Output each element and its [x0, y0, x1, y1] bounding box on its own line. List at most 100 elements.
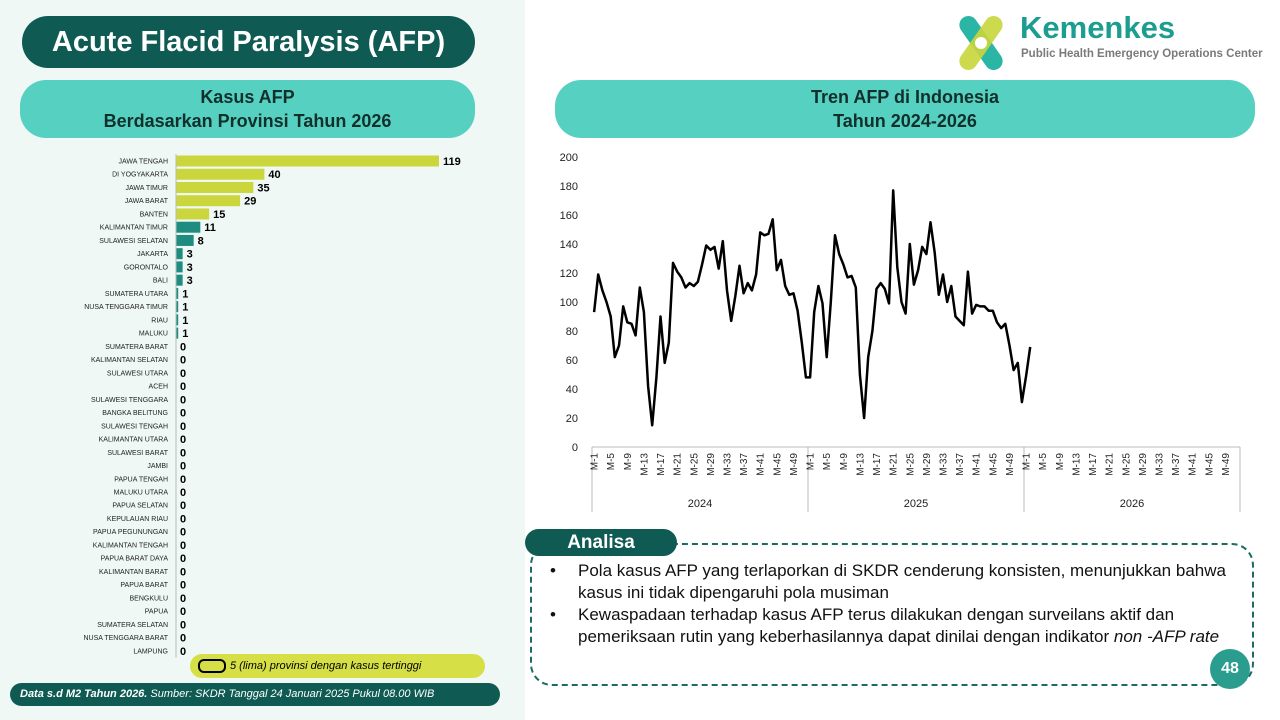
x-tick-label: M-9: [623, 453, 634, 471]
x-tick-label: M-1: [590, 453, 601, 471]
note-text: 5 (lima) provinsi dengan kasus tertinggi: [230, 660, 422, 672]
group-label: 2024: [688, 498, 712, 510]
y-tick-label: SULAWESI TENGAH: [101, 423, 168, 430]
data-label: 8: [198, 235, 204, 247]
data-label: 0: [180, 553, 186, 565]
data-label: 0: [180, 619, 186, 631]
panel-header: Tren AFP di Indonesia Tahun 2024-2026: [555, 80, 1255, 138]
data-label: 119: [443, 156, 461, 168]
logo-subtitle: Public Health Emergency Operations Cente…: [1021, 48, 1263, 60]
bullet: Pola kasus AFP yang terlaporkan di SKDR …: [548, 560, 1238, 604]
y-tick-label: KALIMANTAN UTARA: [99, 437, 169, 444]
data-label: 0: [180, 421, 186, 433]
data-label: 0: [180, 461, 186, 473]
analysis-box: [530, 543, 1254, 686]
bullet-text: Pola kasus AFP yang terlaporkan di SKDR …: [578, 561, 1226, 602]
y-tick-label: JAMBI: [147, 463, 168, 470]
y-tick-label: KALIMANTAN SELATAN: [91, 357, 168, 364]
x-tick-label: M-37: [955, 453, 966, 476]
x-tick-label: M-25: [1121, 453, 1132, 476]
data-label: 0: [180, 566, 186, 578]
y-tick-label: 20: [566, 413, 578, 425]
y-tick-label: JAWA BARAT: [125, 198, 169, 205]
data-label: 3: [187, 275, 193, 287]
x-tick-label: M-29: [922, 453, 933, 476]
y-tick-label: LAMPUNG: [133, 648, 168, 655]
data-label: 0: [180, 500, 186, 512]
y-tick-label: 80: [566, 326, 578, 338]
chart-title: Tren AFP di Indonesia: [810, 87, 1000, 107]
x-tick-label: M-21: [1105, 453, 1116, 476]
y-tick-label: JAWA TIMUR: [125, 185, 168, 192]
panel-header: Kasus AFP Berdasarkan Provinsi Tahun 2026: [20, 80, 475, 138]
y-tick-label: BENGKULU: [129, 595, 168, 602]
data-note: Data s.d M2 Tahun 2026.: [20, 688, 148, 700]
chart-note: 5 (lima) provinsi dengan kasus tertinggi: [190, 654, 485, 678]
data-label: 11: [204, 222, 216, 234]
bar: [176, 181, 254, 193]
bar: [176, 261, 183, 273]
y-tick-label: KALIMANTAN TIMUR: [100, 225, 168, 232]
x-tick-label: M-1: [806, 453, 817, 471]
group-label: 2025: [904, 498, 928, 510]
y-tick-label: BANGKA BELITUNG: [102, 410, 168, 417]
y-tick-label: PAPUA BARAT: [120, 582, 168, 589]
data-label: 0: [180, 355, 186, 367]
data-label: 40: [268, 169, 280, 181]
data-label: 0: [180, 606, 186, 618]
source: Sumber: SKDR Tanggal 24 Januari 2025 Puk…: [150, 688, 435, 700]
y-tick-label: PAPUA BARAT DAYA: [101, 556, 169, 563]
x-tick-label: M-33: [1155, 453, 1166, 476]
x-tick-label: M-17: [1088, 453, 1099, 476]
y-tick-label: 40: [566, 384, 578, 396]
data-label: 1: [182, 302, 188, 314]
y-tick-label: SUMATERA SELATAN: [97, 622, 168, 629]
y-tick-label: 120: [560, 268, 578, 280]
data-label: 29: [244, 196, 256, 208]
data-label: 0: [180, 447, 186, 459]
y-tick-label: 0: [572, 442, 578, 454]
x-tick-label: M-17: [656, 453, 667, 476]
y-tick-label: BANTEN: [140, 211, 168, 218]
bar: [176, 195, 241, 207]
y-tick-label: 180: [560, 181, 578, 193]
y-tick-label: MALUKU UTARA: [114, 490, 169, 497]
x-tick-label: M-41: [1188, 453, 1199, 476]
y-tick-label: SULAWESI BARAT: [107, 450, 168, 457]
x-tick-label: M-13: [639, 453, 650, 476]
y-tick-label: JAWA TENGAH: [118, 159, 168, 166]
bar: [176, 155, 439, 167]
x-tick-label: M-21: [889, 453, 900, 476]
data-label: 0: [180, 408, 186, 420]
data-label: 0: [180, 381, 186, 393]
bar: [176, 234, 194, 246]
x-tick-label: M-5: [822, 453, 833, 471]
x-tick-label: M-5: [1038, 453, 1049, 471]
x-tick-label: M-5: [606, 453, 617, 471]
x-tick-label: M-13: [855, 453, 866, 476]
data-label: 0: [180, 646, 186, 658]
data-label: 0: [180, 434, 186, 446]
x-tick-label: M-33: [723, 453, 734, 476]
y-tick-label: PAPUA TENGAH: [114, 476, 168, 483]
analysis-label: Analisa: [525, 529, 677, 556]
y-tick-label: ACEH: [149, 384, 168, 391]
y-tick-label: PAPUA PEGUNUNGAN: [93, 529, 168, 536]
data-label: 0: [180, 513, 186, 525]
data-label: 0: [180, 474, 186, 486]
bullet: Kewaspadaan terhadap kasus AFP terus dil…: [548, 604, 1238, 648]
data-label: 0: [180, 394, 186, 406]
chart-subtitle: Berdasarkan Provinsi Tahun 2026: [103, 111, 392, 131]
x-tick-label: M-9: [1055, 453, 1066, 471]
y-tick-label: SUMATERA BARAT: [105, 344, 168, 351]
x-tick-label: M-37: [739, 453, 750, 476]
x-tick-label: M-45: [772, 453, 783, 476]
bar: [176, 208, 210, 220]
x-tick-label: M-45: [988, 453, 999, 476]
bar: [176, 168, 265, 180]
bar: [176, 274, 183, 286]
analysis-list: Pola kasus AFP yang terlaporkan di SKDR …: [548, 560, 1238, 648]
y-tick-label: SULAWESI UTARA: [107, 370, 168, 377]
